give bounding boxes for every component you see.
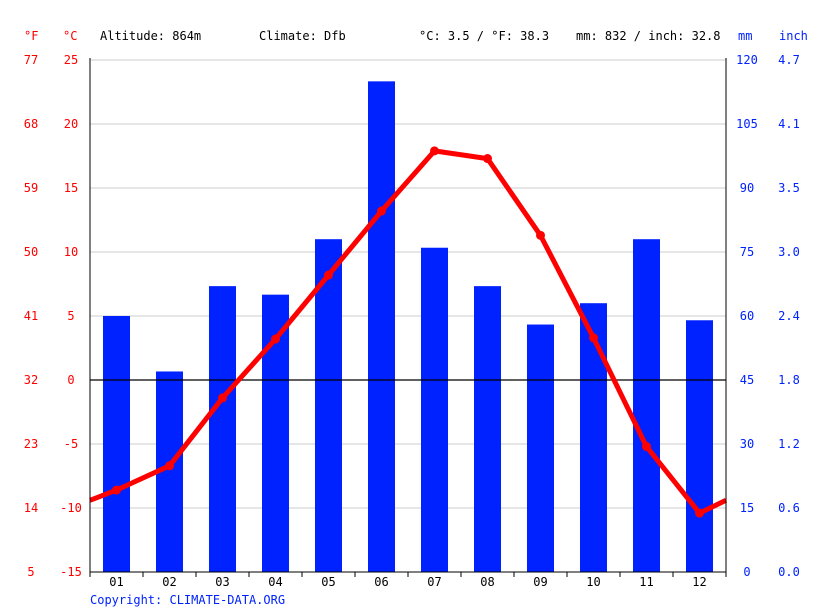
y-axis-celsius-tick: 25 (64, 53, 78, 67)
x-axis-tick-label: 06 (374, 575, 388, 589)
temperature-point (430, 146, 439, 156)
average-temperature-label: °C: 3.5 / °F: 38.3 (419, 29, 549, 43)
unit-celsius-label: °C (63, 29, 77, 43)
y-axis-celsius-tick: 15 (64, 181, 78, 195)
y-axis-fahrenheit-tick: 68 (24, 117, 38, 131)
temperature-point (536, 230, 545, 240)
y-axis-mm-tick: 30 (740, 437, 754, 451)
precipitation-bar (421, 247, 448, 572)
x-axis-tick-label: 07 (427, 575, 441, 589)
precipitation-bar (209, 286, 236, 572)
temperature-point (271, 334, 280, 344)
gridlines (90, 59, 726, 509)
temperature-point (165, 461, 174, 471)
y-axis-inch-tick: 2.4 (778, 309, 800, 323)
altitude-label: Altitude: 864m (100, 29, 201, 43)
y-axis-celsius-tick: -15 (60, 565, 82, 579)
y-axis-celsius-tick: 20 (64, 117, 78, 131)
climate-label: Climate: Dfb (259, 29, 346, 43)
precipitation-bars (103, 81, 713, 572)
y-axis-celsius-tick: 10 (64, 245, 78, 259)
x-axis-tick-label: 01 (109, 575, 123, 589)
temperature-line (89, 148, 728, 516)
y-axis-mm-tick: 105 (736, 117, 758, 131)
x-axis-tick-label: 05 (321, 575, 335, 589)
temperature-point (483, 154, 492, 164)
precipitation-bar (686, 320, 713, 572)
x-axis-tick-label: 12 (692, 575, 706, 589)
x-axis-tick-label: 04 (268, 575, 282, 589)
y-axis-celsius-tick: 0 (67, 373, 74, 387)
y-axis-inch-tick: 4.1 (778, 117, 800, 131)
temperature-line-layer (89, 146, 728, 518)
precipitation-bar (633, 239, 660, 572)
x-axis-tick-label: 03 (215, 575, 229, 589)
y-axis-fahrenheit-tick: 77 (24, 53, 38, 67)
precipitation-bar (315, 239, 342, 572)
y-axis-mm-tick: 0 (743, 565, 750, 579)
precipitation-bar (368, 81, 395, 572)
y-axis-inch-tick: 0.0 (778, 565, 800, 579)
chart-header: °F °C Altitude: 864m Climate: Dfb °C: 3.… (24, 29, 808, 43)
precipitation-bar (527, 324, 554, 572)
y-axis-celsius-tick: -10 (60, 501, 82, 515)
y-axis-fahrenheit-tick: 14 (24, 501, 38, 515)
y-axis-mm-tick: 75 (740, 245, 754, 259)
copyright-label: Copyright: CLIMATE-DATA.ORG (90, 593, 285, 607)
temperature-point (695, 508, 704, 518)
temperature-point (218, 393, 227, 403)
y-axis-fahrenheit-tick: 50 (24, 245, 38, 259)
y-axis-inch-tick: 4.7 (778, 53, 800, 67)
y-axis-mm-tick: 120 (736, 53, 758, 67)
y-axis-celsius-tick: 5 (67, 309, 74, 323)
temperature-point (324, 270, 333, 280)
precipitation-bar (103, 316, 130, 572)
y-axis-mm-tick: 15 (740, 501, 754, 515)
y-axis-fahrenheit-tick: 32 (24, 373, 38, 387)
temperature-point (377, 206, 386, 216)
x-axis-tick-label: 09 (533, 575, 547, 589)
y-axis-fahrenheit-tick: 23 (24, 437, 38, 451)
unit-inch-label: inch (779, 29, 808, 43)
annual-precipitation-label: mm: 832 / inch: 32.8 (576, 29, 721, 43)
unit-mm-label: mm (738, 29, 752, 43)
precipitation-bar (474, 286, 501, 572)
x-axis-tick-label: 02 (162, 575, 176, 589)
x-axis-tick-label: 08 (480, 575, 494, 589)
temperature-point (642, 442, 651, 452)
y-axis-mm-tick: 90 (740, 181, 754, 195)
y-axis-celsius-tick: -5 (64, 437, 78, 451)
temperature-point (589, 333, 598, 343)
y-axis-mm-tick: 45 (740, 373, 754, 387)
y-axis-fahrenheit-tick: 59 (24, 181, 38, 195)
x-axis-tick-label: 10 (586, 575, 600, 589)
y-axis-fahrenheit-tick: 41 (24, 309, 38, 323)
y-axis-inch-tick: 1.2 (778, 437, 800, 451)
x-axis-tick-label: 11 (639, 575, 653, 589)
y-axis-inch-tick: 0.6 (778, 501, 800, 515)
y-axis-fahrenheit-tick: 5 (27, 565, 34, 579)
precipitation-bar (580, 303, 607, 572)
y-axis-inch-tick: 3.0 (778, 245, 800, 259)
y-axis-mm-tick: 60 (740, 309, 754, 323)
y-axis-inch-tick: 3.5 (778, 181, 800, 195)
unit-fahrenheit-label: °F (24, 29, 38, 43)
y-axis-inch-tick: 1.8 (778, 373, 800, 387)
temperature-point (112, 485, 121, 495)
axes: 77 25 120 4.768 20 105 4.159 15 90 3.550 10 75 3.041… (24, 53, 800, 589)
